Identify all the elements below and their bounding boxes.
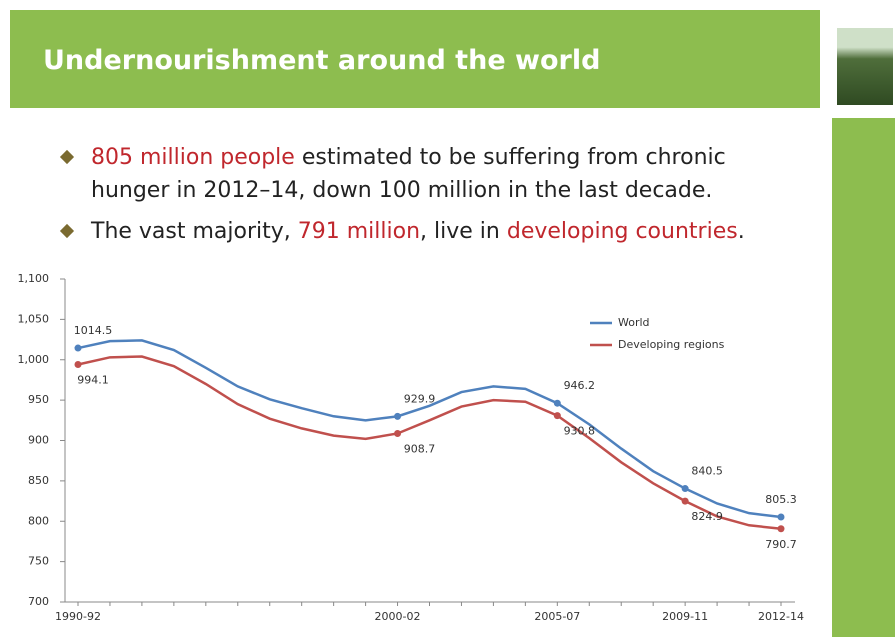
header-band	[10, 10, 820, 108]
data-label: 824.9	[691, 510, 723, 523]
x-tick-label: 2009-11	[662, 610, 708, 623]
x-tick-label: 2012-14	[758, 610, 804, 623]
y-tick-label: 1,000	[18, 353, 50, 366]
legend-label: World	[618, 316, 650, 329]
point	[74, 344, 82, 352]
data-label: 930.8	[564, 425, 596, 438]
y-tick-label: 800	[28, 514, 49, 527]
point	[553, 412, 561, 420]
data-label: 790.7	[765, 538, 797, 551]
data-label: 994.1	[77, 374, 109, 387]
data-label: 946.2	[564, 379, 596, 392]
thumbnail-image	[837, 28, 893, 105]
bullet-text: The vast majority,	[91, 219, 298, 244]
y-tick-label: 850	[28, 474, 49, 487]
data-label: 908.7	[404, 442, 436, 455]
point	[777, 525, 785, 533]
y-tick-label: 900	[28, 434, 49, 447]
legend-label: Developing regions	[618, 338, 725, 351]
data-label: 805.3	[765, 493, 797, 506]
x-tick-label: 2005-07	[534, 610, 580, 623]
point	[681, 497, 689, 505]
data-label: 1014.5	[74, 324, 113, 337]
x-tick-label: 1990-92	[55, 610, 101, 623]
bullet-text: 791 million	[297, 219, 421, 244]
point	[777, 513, 785, 521]
slide-title: Undernourishment around the world	[43, 45, 601, 76]
bullet-text: developing countries	[506, 219, 738, 244]
x-tick-label: 2000-02	[375, 610, 421, 623]
y-tick-label: 1,100	[18, 272, 50, 285]
bullet: The vast majority, 791 million, live in …	[59, 215, 822, 248]
series-line	[77, 339, 782, 519]
bullet-text: estimated to be suffering from chronic h…	[91, 145, 726, 203]
y-tick-label: 1,050	[18, 312, 50, 325]
y-tick-label: 950	[28, 393, 49, 406]
data-label: 840.5	[691, 465, 723, 478]
side-band	[832, 118, 895, 637]
bullet: 805 million people estimated to be suffe…	[59, 141, 802, 207]
chart: 700 750 800 850 900 950 1,000 1,050 1,100 1990-92…	[18, 272, 804, 623]
series-line	[77, 355, 782, 531]
point	[681, 485, 689, 493]
point	[394, 429, 402, 437]
y-tick-label: 750	[28, 555, 49, 568]
y-tick-label: 700	[28, 595, 49, 608]
point	[553, 399, 561, 407]
bullet-text: , live in	[420, 219, 507, 244]
point	[394, 412, 402, 420]
bullet-text: .	[737, 219, 745, 244]
point	[74, 361, 82, 369]
bullet-text: 805 million people	[91, 145, 295, 170]
data-label: 929.9	[404, 392, 436, 405]
